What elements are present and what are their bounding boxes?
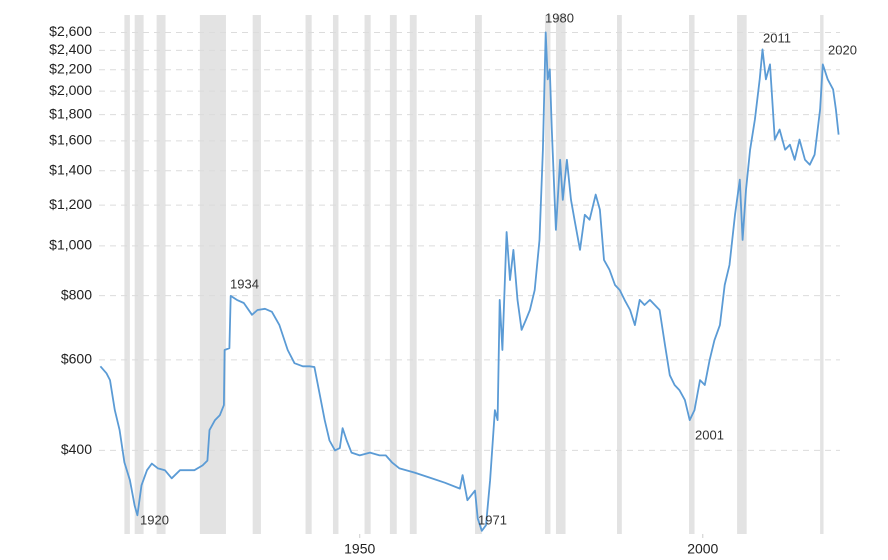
recession-band [555, 15, 566, 534]
annotation: 1934 [230, 276, 259, 291]
recession-band [474, 15, 482, 534]
recession-band [305, 15, 312, 534]
recession-band [544, 15, 551, 534]
y-tick-label: $2,600 [49, 23, 92, 39]
recession-band [820, 15, 824, 534]
y-tick-label: $600 [61, 351, 92, 367]
y-tick-label: $400 [61, 441, 92, 457]
recession-band [409, 15, 417, 534]
recession-band [199, 15, 226, 534]
recession-band [124, 15, 130, 534]
y-tick-label: $1,200 [49, 196, 92, 212]
y-tick-label: $1,400 [49, 161, 92, 177]
recession-band [737, 15, 747, 534]
recession-band [364, 15, 371, 534]
annotation: 1920 [140, 512, 169, 527]
recession-band [617, 15, 622, 534]
y-tick-label: $2,000 [49, 82, 92, 98]
recession-band [252, 15, 261, 534]
recession-band [389, 15, 397, 534]
grid-layer [99, 32, 840, 451]
recession-band [332, 15, 339, 534]
annotation: 2001 [695, 427, 724, 442]
y-tick-label: $1,600 [49, 132, 92, 148]
y-tick-label: $2,200 [49, 61, 92, 77]
y-tick-label: $2,400 [49, 41, 92, 57]
x-tick-label: 1950 [344, 541, 375, 557]
annotation: 2011 [763, 30, 791, 45]
plot-layer: $400 $600 $800 $1,000 $1,200 $1,400 $1,600 $1,8… [49, 10, 857, 556]
recession-layer [124, 15, 824, 534]
y-tick-label: $1,800 [49, 105, 92, 121]
y-tick-label: $800 [61, 286, 92, 302]
x-tick-label: 2000 [687, 541, 718, 557]
recession-band [156, 15, 166, 534]
annotation: 1971 [478, 512, 507, 527]
annotation: 1980 [545, 10, 574, 25]
recession-band [134, 15, 144, 534]
price-line [99, 31, 840, 532]
annotation: 2020 [828, 42, 857, 57]
y-tick-label: $1,000 [49, 237, 92, 253]
recession-band [689, 15, 695, 534]
